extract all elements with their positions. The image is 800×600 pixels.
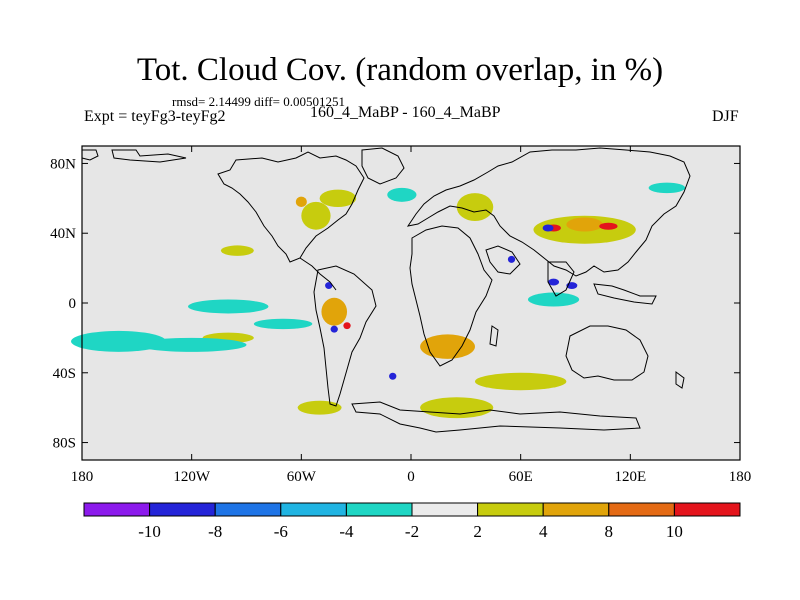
colorbar-label: 4 bbox=[539, 522, 548, 541]
lat-tick-label: 80S bbox=[53, 436, 76, 452]
colorbar-label: 8 bbox=[605, 522, 614, 541]
alaska-coastline bbox=[81, 149, 99, 161]
latitude-axis: 80N 40N 0 40S 80S bbox=[50, 156, 740, 452]
north-america-coastline bbox=[217, 151, 365, 263]
se-asia-islands-coastline bbox=[593, 283, 657, 305]
map-panel bbox=[71, 145, 741, 461]
lon-tick-label: 120W bbox=[173, 469, 211, 485]
arctic-islands-coastline bbox=[111, 149, 187, 163]
season-label: DJF bbox=[712, 108, 739, 125]
orange-anomaly-region bbox=[295, 196, 307, 208]
longitude-axis: 180 120W 60W 0 60E 120E 180 bbox=[71, 146, 752, 485]
experiment-label: Expt = teyFg3-teyFg2 bbox=[84, 108, 226, 125]
cyan-anomaly-region bbox=[136, 337, 247, 352]
blue-anomaly-region bbox=[507, 255, 516, 263]
australia-coastline bbox=[565, 325, 649, 381]
colorbar-bin bbox=[345, 502, 413, 517]
orange-anomaly-region bbox=[566, 217, 603, 232]
lat-tick-label: 40S bbox=[53, 366, 76, 382]
colorbar-bin bbox=[411, 502, 479, 517]
arabia-coastline bbox=[485, 245, 521, 275]
run-comparison-label: 160_4_MaBP - 160_4_MaBP bbox=[310, 104, 501, 121]
colorbar-bin bbox=[214, 502, 282, 517]
yellow-anomaly-region bbox=[220, 245, 254, 256]
chart-title: Tot. Cloud Cov. (random overlap, in %) bbox=[136, 52, 664, 88]
yellow-anomaly-region bbox=[301, 201, 331, 230]
colorbar-label: -6 bbox=[274, 522, 288, 541]
lon-tick-label: 120E bbox=[614, 469, 646, 485]
greenland-coastline bbox=[361, 147, 405, 185]
colorbar-bin bbox=[280, 502, 347, 517]
antarctica-coastline bbox=[351, 401, 641, 433]
south-america-coastline bbox=[313, 265, 377, 407]
colorbar-label: -8 bbox=[208, 522, 222, 541]
madagascar-coastline bbox=[489, 325, 499, 347]
lat-tick-label: 80N bbox=[50, 156, 76, 172]
colorbar-bin bbox=[149, 502, 216, 517]
colorbar: -10 -8 -6 -4 -2 2 4 8 10 bbox=[83, 502, 741, 541]
coastlines bbox=[81, 147, 691, 433]
cyan-anomaly-region bbox=[527, 292, 580, 307]
colorbar-bin bbox=[83, 502, 151, 517]
orange-anomaly-region bbox=[321, 297, 348, 326]
new-zealand-coastline bbox=[675, 371, 685, 389]
yellow-anomaly-region bbox=[420, 397, 494, 419]
red-anomaly-region bbox=[343, 322, 351, 330]
india-coastline bbox=[547, 261, 575, 297]
yellow-anomaly-region bbox=[456, 193, 494, 222]
yellow-anomaly-region bbox=[297, 400, 342, 415]
blue-anomaly-region bbox=[542, 224, 554, 232]
red-anomaly-region bbox=[599, 222, 618, 230]
lon-tick-label: 180 bbox=[729, 469, 752, 485]
colorbar-label: 2 bbox=[473, 522, 482, 541]
colorbar-label: -4 bbox=[339, 522, 354, 541]
cyan-anomaly-region bbox=[387, 187, 417, 202]
africa-coastline bbox=[409, 225, 493, 367]
orange-anomaly-region bbox=[420, 334, 475, 359]
blue-anomaly-region bbox=[330, 325, 338, 333]
colorbar-label: 10 bbox=[666, 522, 683, 541]
yellow-anomaly-region bbox=[474, 372, 567, 391]
central-america-coastline bbox=[299, 257, 337, 291]
cyan-anomaly-region bbox=[188, 299, 269, 314]
blue-anomaly-region bbox=[325, 282, 333, 290]
colorbar-label: -2 bbox=[405, 522, 419, 541]
lon-tick-label: 60W bbox=[287, 469, 317, 485]
cyan-anomaly-region bbox=[253, 318, 313, 330]
cyan-anomaly-region bbox=[648, 182, 686, 194]
colorbar-bin bbox=[673, 502, 741, 517]
lon-tick-label: 0 bbox=[407, 469, 415, 485]
lat-tick-label: 40N bbox=[50, 226, 76, 242]
yellow-anomaly-region bbox=[319, 189, 357, 208]
colorbar-bin bbox=[477, 502, 544, 517]
anomaly-fields bbox=[71, 182, 686, 419]
lon-tick-label: 60E bbox=[509, 469, 533, 485]
blue-anomaly-region bbox=[389, 372, 397, 380]
colorbar-bin bbox=[542, 502, 610, 517]
colorbar-bin bbox=[608, 502, 675, 517]
colorbar-label: -10 bbox=[138, 522, 161, 541]
blue-anomaly-region bbox=[548, 278, 560, 286]
lon-tick-label: 180 bbox=[71, 469, 94, 485]
rmsd-diff-stats: rmsd= 2.14499 diff= 0.00501251 bbox=[172, 94, 345, 109]
lat-tick-label: 0 bbox=[69, 296, 77, 312]
eurasia-coastline bbox=[406, 147, 691, 277]
